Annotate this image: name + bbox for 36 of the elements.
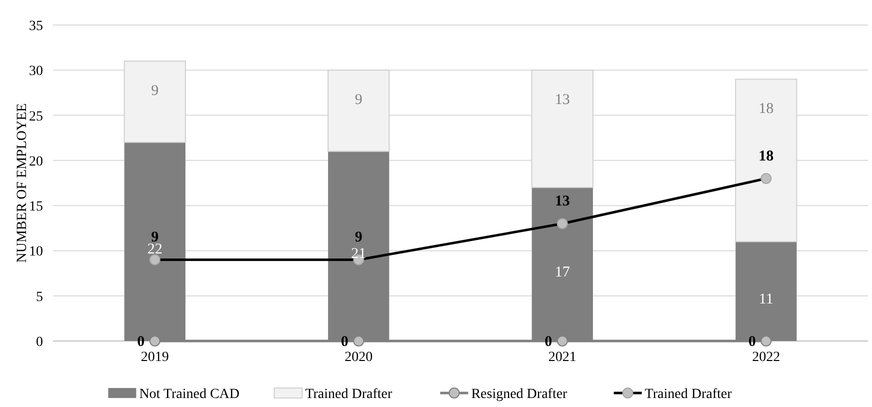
data-label: 0 xyxy=(137,334,145,350)
data-label: 9 xyxy=(354,92,362,108)
data-label: 9 xyxy=(354,230,362,246)
y-tick-label: 0 xyxy=(36,335,43,350)
y-axis-title: NUMBER OF EMPLOYEE xyxy=(15,103,30,263)
data-label: 22 xyxy=(147,242,162,258)
y-tick-label: 25 xyxy=(29,109,43,124)
y-tick-label: 30 xyxy=(29,64,43,80)
data-label: 21 xyxy=(351,246,366,262)
legend-label: Trained Drafter xyxy=(305,387,392,402)
data-label: 13 xyxy=(554,92,570,108)
point xyxy=(353,336,364,346)
data-label: 11 xyxy=(758,291,774,308)
x-tick-label: 2021 xyxy=(548,350,576,365)
data-label: 18 xyxy=(758,148,774,164)
y-tick-label: 10 xyxy=(29,244,43,260)
data-label: 0 xyxy=(544,334,552,350)
legend-label: Resigned Drafter xyxy=(471,387,568,402)
data-label: 0 xyxy=(748,334,756,350)
legend-label: Not Trained CAD xyxy=(139,387,240,402)
data-label: 13 xyxy=(554,194,570,210)
x-tick-label: 2019 xyxy=(140,350,169,365)
data-label: 17 xyxy=(554,264,570,280)
point xyxy=(760,336,772,346)
y-tick-label: 20 xyxy=(29,154,43,170)
x-tick-label: 2020 xyxy=(344,350,373,365)
point xyxy=(556,336,568,346)
point xyxy=(149,336,160,346)
data-label: 9 xyxy=(151,83,159,100)
y-tick-label: 15 xyxy=(29,200,43,215)
y-tick-label: 35 xyxy=(29,19,43,34)
y-tick-label: 5 xyxy=(36,290,43,305)
legend-label: Trained Drafter xyxy=(644,387,732,402)
x-tick-label: 2022 xyxy=(752,350,780,365)
data-label: 18 xyxy=(758,101,774,118)
data-label: 0 xyxy=(340,334,348,350)
